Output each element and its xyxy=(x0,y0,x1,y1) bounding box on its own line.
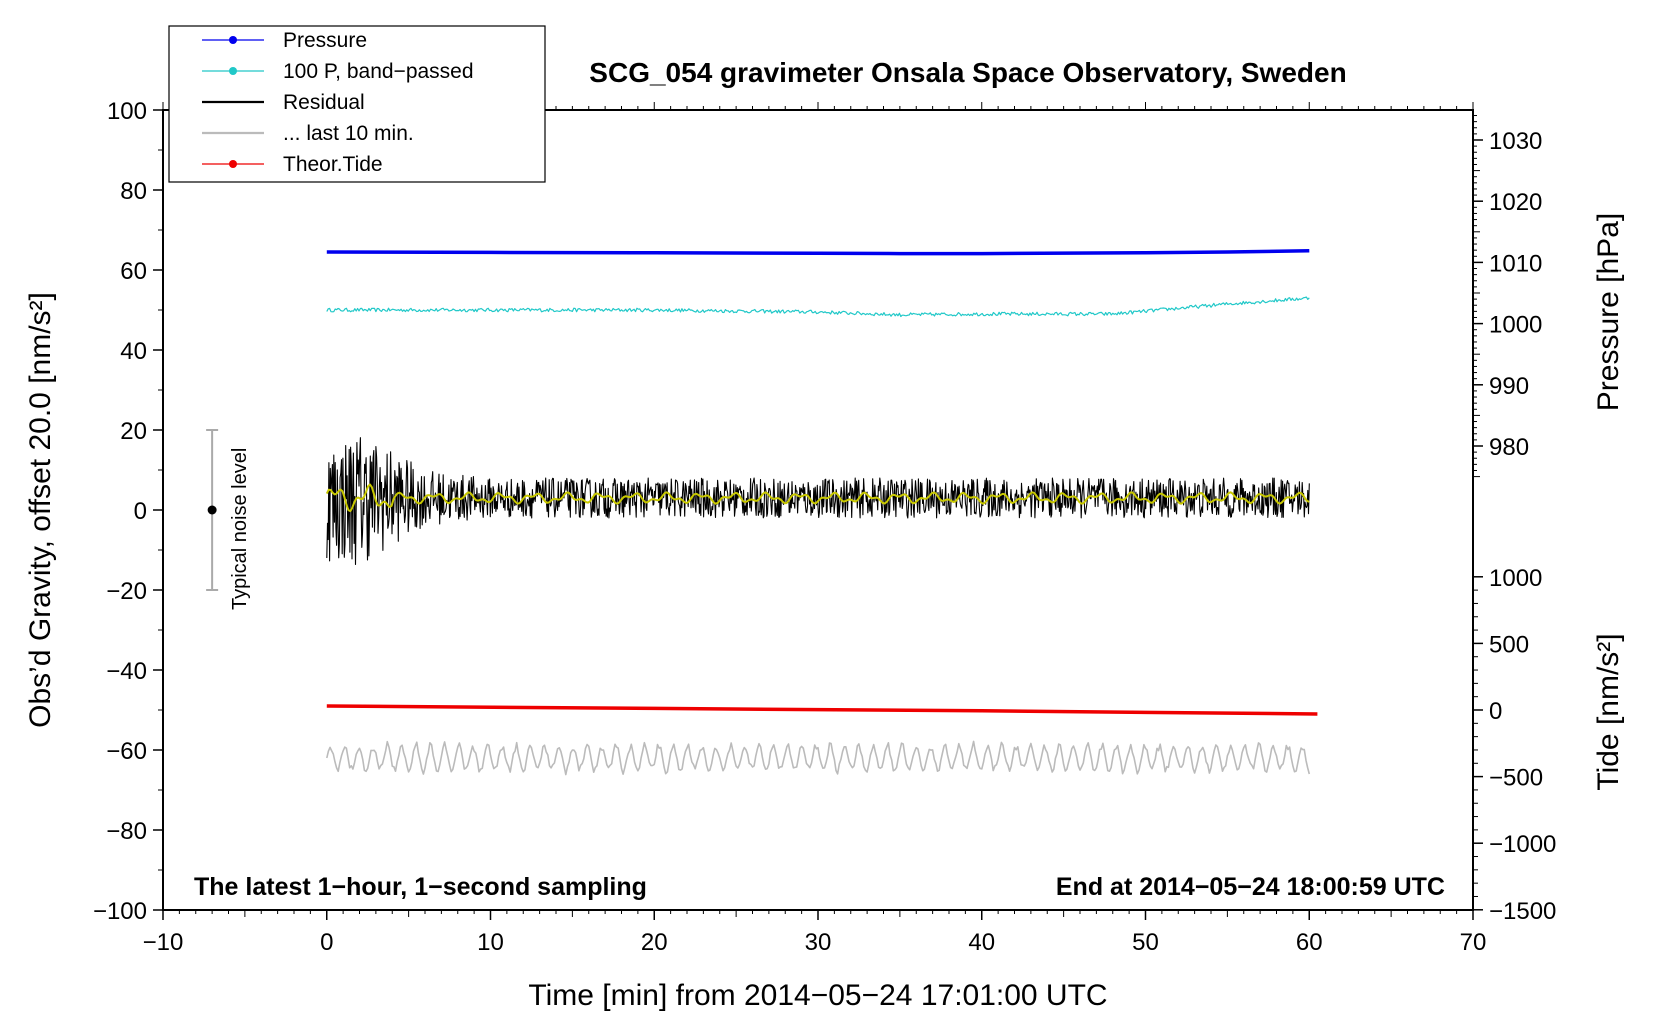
y-tick-label: 60 xyxy=(120,258,147,285)
x-tick-label: 20 xyxy=(641,929,668,956)
y-axis-label-tide: Tide [nm/s²] xyxy=(1592,633,1625,790)
y-tick-label: 20 xyxy=(120,418,147,445)
pressure-tick-label: 980 xyxy=(1489,434,1529,461)
tide-line xyxy=(326,704,1318,716)
pressure-tick-label: 1010 xyxy=(1489,250,1542,277)
pressure-tick-label: 1020 xyxy=(1489,189,1542,216)
x-axis-label: Time [min] from 2014−05−24 17:01:00 UTC xyxy=(528,979,1107,1012)
y-tick-label: 100 xyxy=(107,98,147,125)
legend-swatch-marker xyxy=(229,67,237,75)
pressure-tick-label: 1030 xyxy=(1489,128,1542,155)
noise-bar xyxy=(206,429,219,591)
pressure-line xyxy=(326,249,1310,256)
x-tick-label: 0 xyxy=(320,929,333,956)
legend-label: Theor.Tide xyxy=(283,153,383,176)
noise-level-label: Typical noise level xyxy=(229,448,251,610)
legend-swatch-marker xyxy=(229,36,237,44)
y-axis-label-left: Obs’d Gravity, offset 20.0 [nm/s²] xyxy=(24,292,57,728)
legend-swatch-marker xyxy=(229,160,237,168)
x-tick-label: 50 xyxy=(1132,929,1159,956)
tide-tick-label: 0 xyxy=(1489,698,1502,725)
legend-label: Pressure xyxy=(283,29,367,52)
tide-tick-label: −1500 xyxy=(1489,898,1556,925)
bottom-axis: −10 0 10 20 30 40 50 60 70 xyxy=(143,910,1487,956)
tide-tick-label: 500 xyxy=(1489,631,1529,658)
y-tick-label: −20 xyxy=(106,578,147,605)
y-tick-label: −60 xyxy=(106,738,147,765)
y-tick-label: −80 xyxy=(106,818,147,845)
x-tick-label: −10 xyxy=(143,929,184,956)
y-tick-label: 0 xyxy=(134,498,147,525)
legend: Pressure 100 P, band−passed Residual ... la… xyxy=(168,25,546,183)
x-tick-label: 70 xyxy=(1460,929,1487,956)
pressure-tick-label: 1000 xyxy=(1489,312,1542,339)
last-10-min-line xyxy=(326,740,1311,776)
pressure-bandpassed-line xyxy=(326,296,1310,318)
tide-tick-label: −1000 xyxy=(1489,831,1556,858)
y-tick-label: 40 xyxy=(120,338,147,365)
legend-label: Residual xyxy=(283,91,365,114)
pressure-tick-label: 990 xyxy=(1489,373,1529,400)
x-tick-label: 60 xyxy=(1296,929,1323,956)
right-axis: 1030 1020 1010 1000 990 980 1000 500 0 −500 −1000 −… xyxy=(1473,115,1556,925)
chart-title: SCG_054 gravimeter Onsala Space Observat… xyxy=(589,57,1346,88)
series-layer xyxy=(325,249,1318,776)
y-tick-label: −100 xyxy=(93,898,147,925)
x-tick-label: 30 xyxy=(805,929,832,956)
x-tick-label: 40 xyxy=(968,929,995,956)
y-axis-label-pressure: Pressure [hPa] xyxy=(1592,213,1625,411)
residual-line xyxy=(326,437,1310,566)
legend-box xyxy=(168,25,546,183)
noise-bar-dot xyxy=(207,505,217,515)
annotation-sampling: The latest 1−hour, 1−second sampling xyxy=(194,873,647,901)
annotation-end-time: End at 2014−05−24 18:00:59 UTC xyxy=(1056,873,1445,901)
tide-tick-label: 1000 xyxy=(1489,565,1542,592)
residual-smoothed-line xyxy=(325,483,1310,513)
left-axis: 100 80 60 40 20 0 −20 −40 −60 −80 −100 xyxy=(93,98,163,925)
y-tick-label: 80 xyxy=(120,178,147,205)
legend-label: 100 P, band−passed xyxy=(283,60,474,83)
y-tick-label: −40 xyxy=(106,658,147,685)
legend-label: ... last 10 min. xyxy=(283,122,414,145)
tide-tick-label: −500 xyxy=(1489,765,1543,792)
x-tick-label: 10 xyxy=(477,929,504,956)
